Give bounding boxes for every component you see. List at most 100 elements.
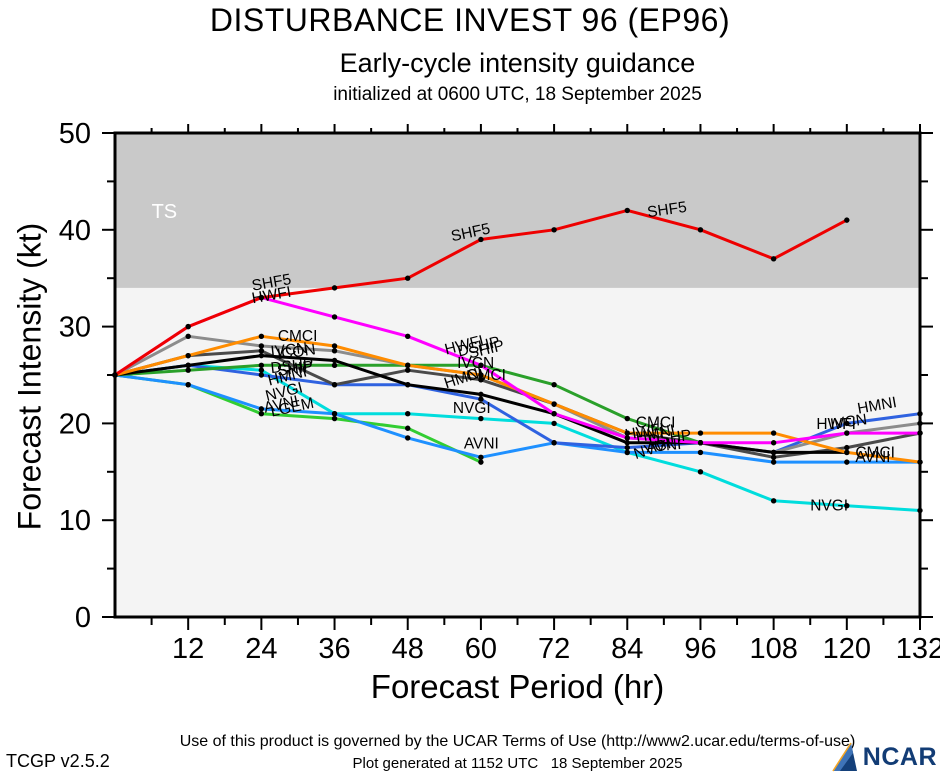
series-HWFI-point <box>405 333 411 339</box>
series-CMCI-point <box>185 352 191 359</box>
model-label-CMCI: CMCI <box>855 444 895 461</box>
series-LGEM-point <box>331 415 338 422</box>
x-tick-label: 108 <box>749 633 797 665</box>
series-SHF5-point <box>331 285 338 291</box>
y-tick-label: 20 <box>59 408 91 440</box>
model-label-ICON: ICON <box>276 341 317 363</box>
series-AVNI-point <box>844 459 850 465</box>
model-label-CMCI: CMCI <box>466 367 506 384</box>
series-NVGI-point <box>844 502 850 509</box>
series-DSHP-point <box>405 381 411 388</box>
ncar-logo-mark <box>832 742 857 772</box>
x-tick-label: 12 <box>172 633 204 665</box>
series-AVNI-point <box>331 411 338 417</box>
x-tick-label: 36 <box>318 633 350 665</box>
series-CMCI-point <box>478 372 484 378</box>
page-subtitle: Early-cycle intensity guidance <box>339 48 696 78</box>
x-tick-label: 48 <box>392 633 424 665</box>
series-SHIP-point <box>331 362 338 369</box>
x-tick-label: 120 <box>823 633 871 665</box>
series-CMCI-point <box>258 333 265 339</box>
series-ICON-point <box>258 348 265 354</box>
series-HWFI-point <box>844 430 850 436</box>
series-AVNI-point <box>624 449 630 456</box>
series-ICON-point <box>331 381 338 388</box>
model-label-AVNI: AVNI <box>855 449 890 466</box>
series-IVCN-point <box>258 343 265 349</box>
series-ICON-point <box>844 444 850 451</box>
series-LGEM-point <box>258 411 265 417</box>
y-tick-label: 30 <box>59 312 91 344</box>
series-AVNI-line <box>113 373 922 464</box>
tcgp-version-text: TCGP v2.5.2 <box>6 751 110 771</box>
series-NVGI-point <box>258 367 265 373</box>
series-SHIP-point <box>185 367 191 373</box>
series-SHF5-point <box>405 275 411 281</box>
series-AVNI-point <box>185 381 191 388</box>
series-DSHP-point <box>258 352 265 359</box>
series-NVGI-point <box>917 507 923 514</box>
series-SHF5-point <box>551 227 557 233</box>
series-ICON-point <box>770 454 777 460</box>
x-tick-label: 96 <box>684 633 716 665</box>
series-SHF5-point <box>258 294 265 301</box>
model-label-AVNI: AVNI <box>645 436 682 457</box>
series-HWFI-point <box>331 314 338 320</box>
series-IVCN-point <box>917 420 923 427</box>
series-HMNI-point <box>551 440 557 446</box>
series-DSHP-point <box>478 391 484 398</box>
ncar-logo-text: NCAR <box>862 742 937 771</box>
series-SHF5-point <box>478 236 484 243</box>
series-DSHP-point <box>770 449 777 456</box>
series-DSHP-point <box>185 362 191 369</box>
series-AVNI-point <box>478 454 484 460</box>
series-SHF5-point <box>112 372 118 378</box>
model-label-DSHP: DSHP <box>647 427 692 450</box>
series-AVNI-point <box>770 459 777 465</box>
series-AVNI-point <box>405 435 411 441</box>
series-HMNI-point <box>624 444 630 451</box>
series-HMNI-point <box>478 396 484 402</box>
series-CMCI-point <box>331 343 338 349</box>
intensity-guidance-chart: TS 12 24 36 48 60 72 84 96 108 120 132 0 10 20 30 40 50 SH… <box>59 118 940 665</box>
ncar-logo: NCAR <box>829 740 937 774</box>
page-title: DISTURBANCE INVEST 96 (EP96) <box>209 2 731 38</box>
x-tick-label: 72 <box>538 633 570 665</box>
series-SHIP-point <box>258 362 265 369</box>
series-SHF5-point <box>697 227 704 233</box>
series-HWFI-point <box>697 440 704 446</box>
series-SHF5-point <box>844 217 850 223</box>
series-SHF5-point <box>624 207 630 214</box>
series-IVCN-point <box>185 333 191 339</box>
model-label-IVCN: IVCN <box>270 340 309 361</box>
series-SHF5-point <box>770 256 777 262</box>
x-tick-label: 84 <box>611 633 643 665</box>
model-label-HWFI: HWFI <box>251 284 293 308</box>
model-label-AVNI: AVNI <box>464 436 499 453</box>
series-LGEM-point <box>478 459 484 465</box>
x-tick-label: 24 <box>245 633 277 665</box>
series-SHIP-point <box>624 415 630 422</box>
series-HMNI-point <box>844 420 850 427</box>
y-tick-label: 10 <box>59 505 91 537</box>
series-DSHP-point <box>331 357 338 364</box>
series-HWFI-point <box>917 430 923 436</box>
series-HWFI-point <box>624 435 630 441</box>
x-tick-label: 132 <box>896 633 940 665</box>
series-AVNI-point <box>697 449 704 456</box>
model-label-NVGI: NVGI <box>453 400 491 417</box>
series-IVCN-point <box>331 348 338 354</box>
series-SHIP-point <box>551 381 557 388</box>
x-axis-title: Forecast Period (hr) <box>370 668 665 705</box>
series-NVGI-point <box>405 411 411 417</box>
series-CMCI-point <box>405 362 411 369</box>
series-SHF5-point <box>185 323 191 330</box>
model-label-DSHP: DSHP <box>270 356 315 377</box>
series-AVNI-point <box>258 406 265 412</box>
y-tick-label: 40 <box>59 215 91 247</box>
series-CMCI-point <box>770 430 777 436</box>
series-NVGI-point <box>770 498 777 504</box>
ts-band <box>115 133 920 288</box>
series-NVGI-point <box>697 469 704 475</box>
